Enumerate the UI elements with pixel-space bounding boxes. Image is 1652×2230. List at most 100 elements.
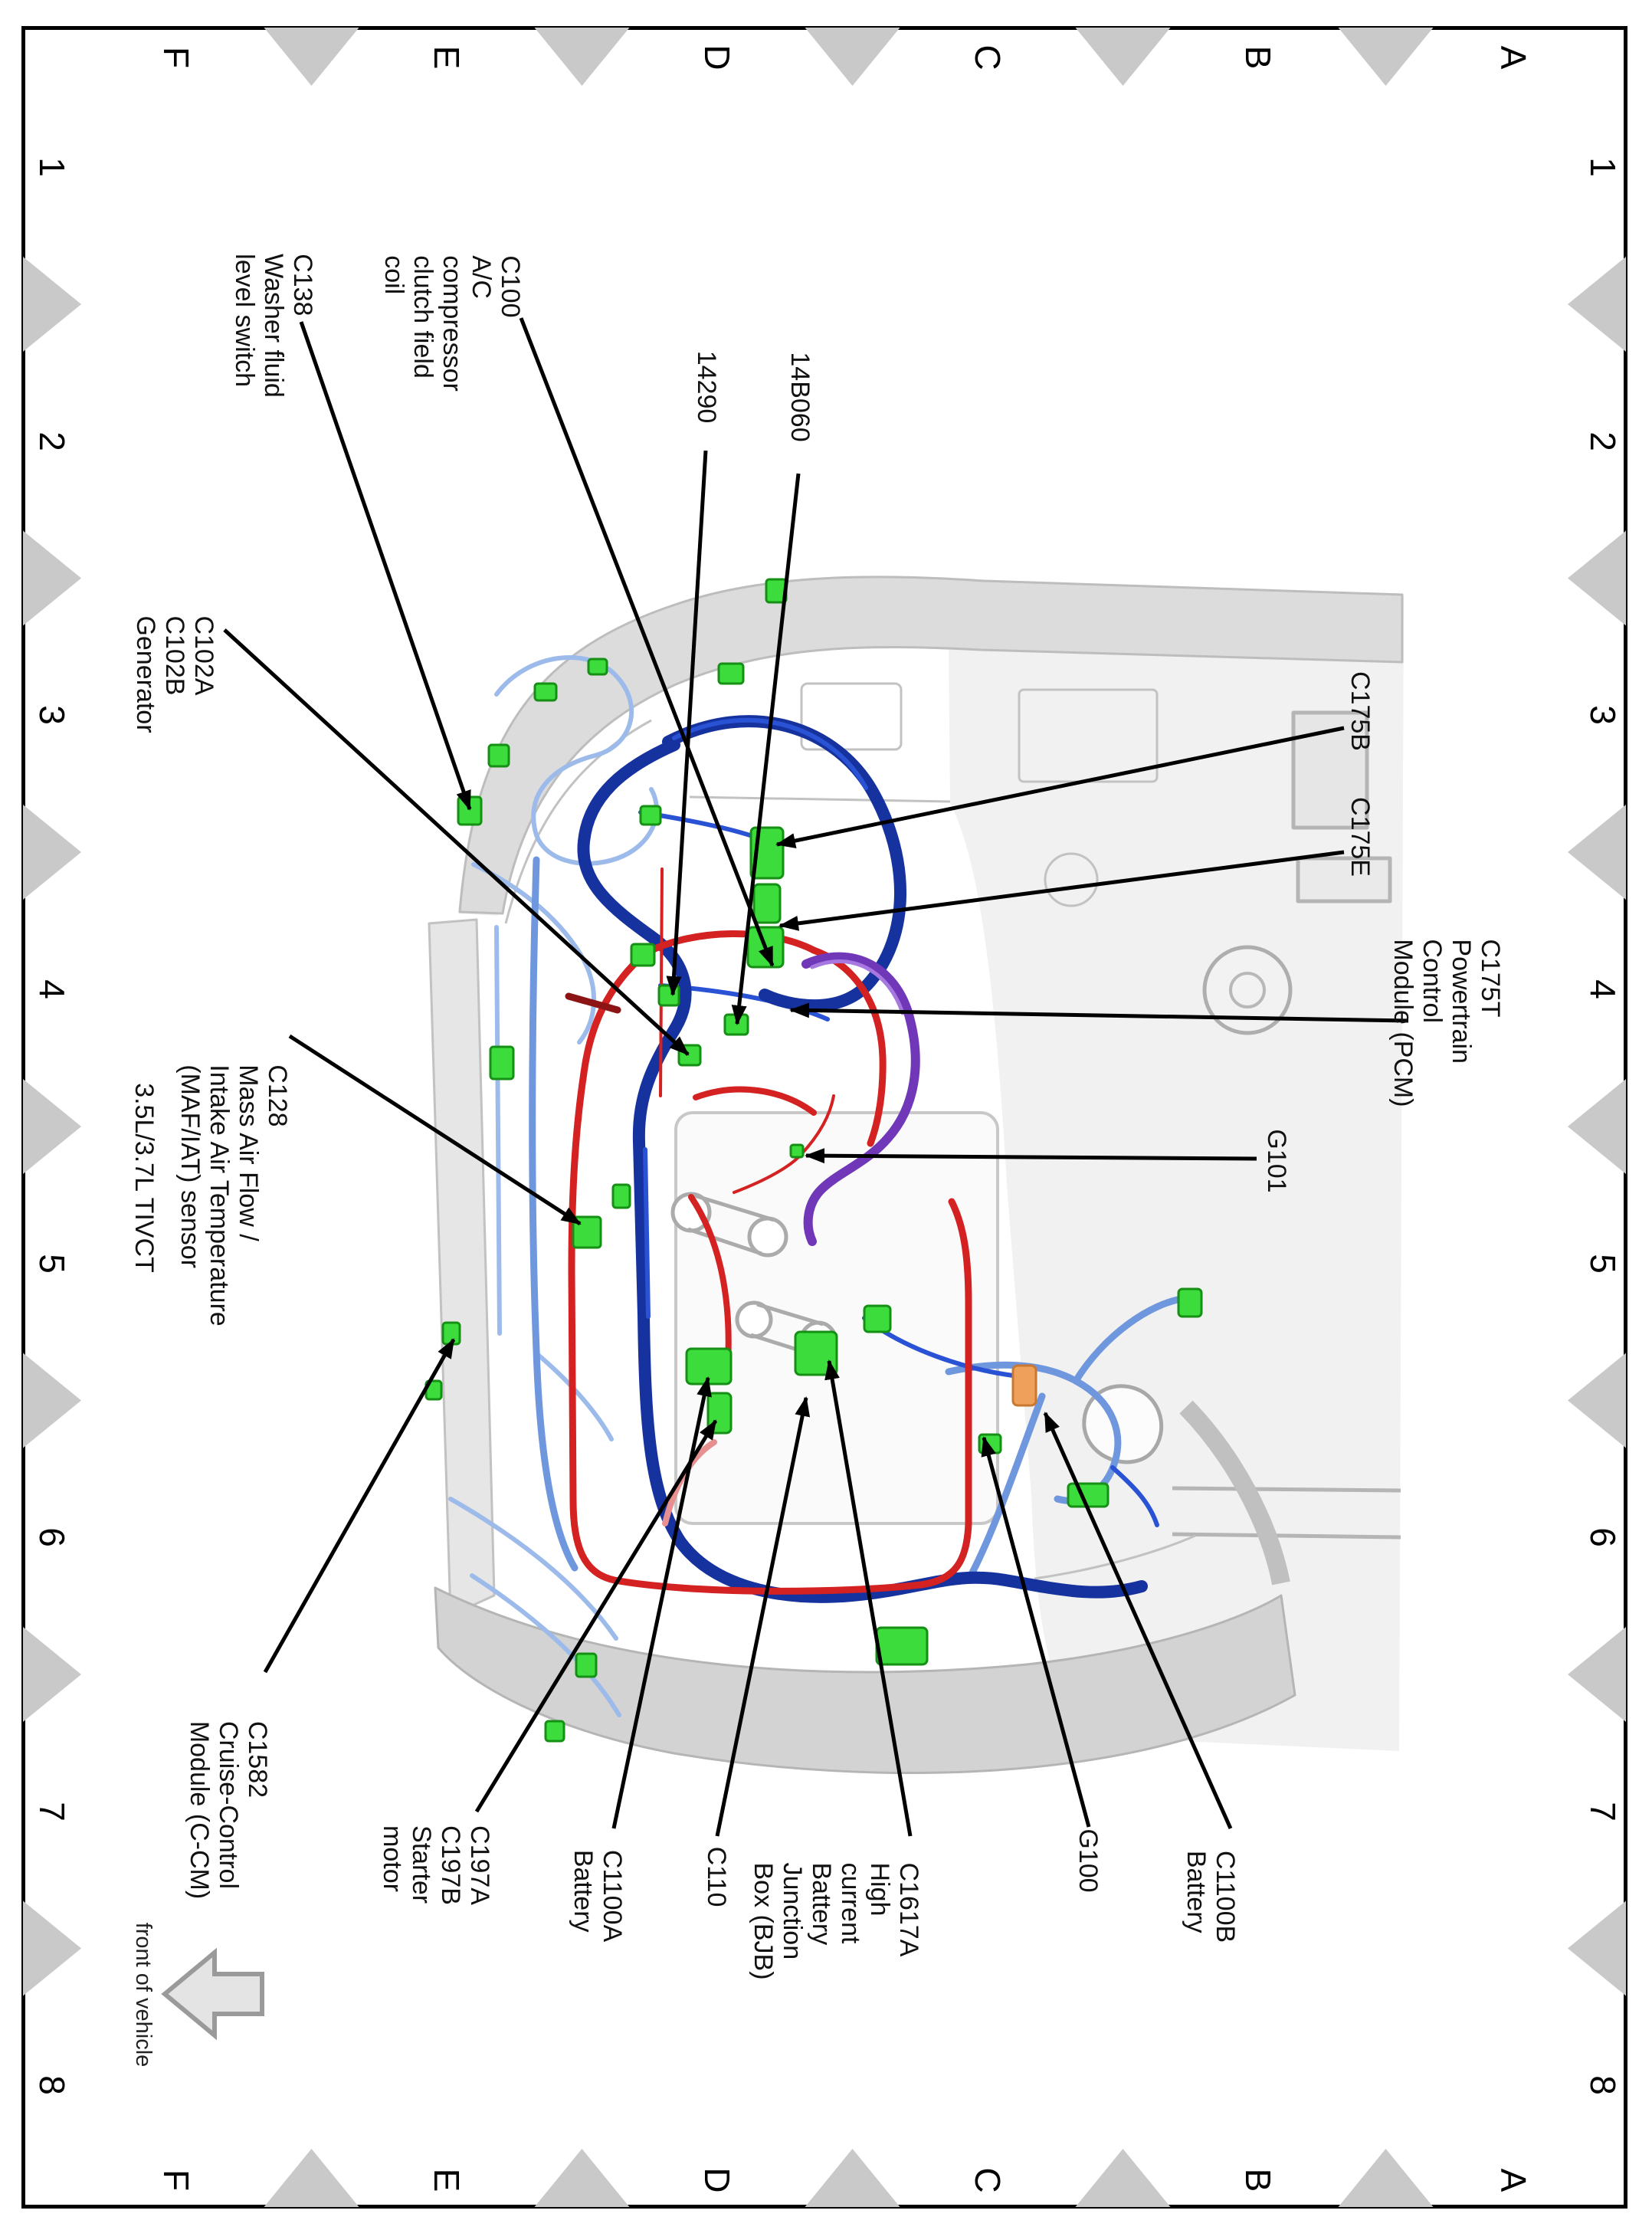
callout-tivct: 3.5L/3.7L TIVCT bbox=[129, 1083, 159, 1273]
callout-g101: G101 bbox=[1262, 1129, 1291, 1192]
grid-triangle-left bbox=[23, 1079, 81, 1174]
left-sill bbox=[428, 918, 496, 1617]
callout-c1617a-line-3: current bbox=[836, 1862, 865, 1944]
grid-letter-bottom-D: D bbox=[697, 2167, 737, 2193]
grid-triangle-top bbox=[264, 28, 359, 86]
front-of-vehicle-label: front of vehicle bbox=[131, 1922, 156, 2068]
leader-c128 bbox=[288, 1034, 582, 1226]
leader-c100 bbox=[519, 317, 775, 967]
callout-c1100b-line-2: Battery bbox=[1182, 1850, 1211, 1933]
connector-g101 bbox=[789, 1143, 805, 1159]
callout-c110: C110 bbox=[702, 1847, 731, 1907]
leader-l14b060 bbox=[731, 473, 801, 1025]
callout-c1100a: C1100A Battery bbox=[569, 1850, 627, 1942]
grid-number-right-5: 5 bbox=[1583, 1254, 1623, 1274]
callout-c1100b-line-1: C1100B bbox=[1211, 1850, 1240, 1943]
harness-navy-highlight bbox=[643, 717, 868, 1319]
callout-c175t-line-2: Powertrain bbox=[1447, 939, 1476, 1064]
connector-c138 bbox=[457, 795, 483, 826]
leader-c102 bbox=[223, 628, 690, 1056]
harness-purple-highlight bbox=[810, 959, 905, 1015]
grid-letter-bottom-A: A bbox=[1493, 2168, 1533, 2192]
grid-number-left-3: 3 bbox=[32, 705, 72, 725]
grid-triangle-right bbox=[1568, 1627, 1626, 1722]
callout-c1100a-line-1: C1100A bbox=[598, 1849, 627, 1943]
leader-g100 bbox=[981, 1436, 1091, 1828]
callout-c1100a-line-2: Battery bbox=[569, 1849, 598, 1933]
callout-c100-line-2: A/C bbox=[467, 255, 496, 299]
callout-g100: G100 bbox=[1073, 1828, 1103, 1892]
callout-g100-line-1: G100 bbox=[1073, 1828, 1103, 1893]
grid-triangle-right bbox=[1568, 257, 1626, 352]
connector-c100 bbox=[630, 943, 656, 967]
callout-c175t-line-1: C175T bbox=[1476, 939, 1505, 1018]
callout-c138: C138 Washer fluid level switch bbox=[230, 254, 317, 398]
callout-c197-line-1: C197A bbox=[465, 1825, 494, 1905]
grid-letter-top-E: E bbox=[427, 45, 467, 70]
callout-l14b060-line-1: 14B060 bbox=[785, 352, 815, 442]
grid-triangle-bottom bbox=[264, 2149, 359, 2207]
callout-c197-line-3: Starter bbox=[407, 1825, 436, 1904]
callout-c175b: C175B bbox=[1346, 671, 1375, 751]
grid-triangle-right bbox=[1568, 1353, 1626, 1448]
connector-g100 bbox=[978, 1433, 1002, 1454]
linkage-arm-1 bbox=[670, 1192, 788, 1258]
callout-c175e-line-1: C175E bbox=[1346, 797, 1375, 877]
leader-c1100b bbox=[1043, 1412, 1233, 1830]
callout-c128: C128 Mass Air Flow / Intake Air Temperatur… bbox=[175, 1064, 292, 1326]
leader-c1100a bbox=[611, 1376, 712, 1829]
grid-triangle-top bbox=[534, 28, 630, 86]
leader-c110 bbox=[715, 1396, 811, 1837]
callout-c1617a-line-4: Battery bbox=[807, 1862, 836, 1946]
callout-tivct-line-1: 3.5L/3.7L TIVCT bbox=[129, 1083, 159, 1273]
grid-letter-bottom-E: E bbox=[427, 2168, 467, 2192]
grid-triangle-bottom bbox=[805, 2149, 900, 2207]
callout-c1582-line-2: Cruise-Control bbox=[214, 1720, 243, 1890]
leader-c138 bbox=[299, 321, 472, 811]
grid-number-left-1: 1 bbox=[32, 157, 72, 177]
callout-c102-line-3: Generator bbox=[131, 615, 160, 733]
callout-c102-line-2: C102B bbox=[160, 615, 189, 696]
callout-c1617a: C1617A High current Battery Junction Box (BJB… bbox=[749, 1862, 923, 1979]
callout-c1582-line-1: C1582 bbox=[243, 1720, 272, 1799]
callout-c128-line-1: C128 bbox=[263, 1064, 292, 1127]
callout-c1617a-line-2: High bbox=[865, 1862, 894, 1917]
callout-c1617a-line-6: Box (BJB) bbox=[749, 1862, 778, 1980]
callout-c100-line-1: C100 bbox=[496, 255, 525, 318]
harness-purple bbox=[801, 952, 920, 1246]
callout-c1100b: C1100B Battery bbox=[1182, 1851, 1240, 1943]
grid-number-right-6: 6 bbox=[1583, 1527, 1623, 1547]
callout-c175b-line-1: C175B bbox=[1346, 671, 1375, 751]
grid-triangle-right bbox=[1568, 1900, 1626, 1996]
grid-letter-top-A: A bbox=[1493, 45, 1533, 70]
hood-edge bbox=[458, 576, 1404, 915]
grid-triangle-left bbox=[23, 1627, 81, 1722]
callout-c102-line-1: C102A bbox=[189, 615, 218, 696]
leader-c175t bbox=[789, 1002, 1409, 1023]
callout-c100-line-3: compressor bbox=[438, 255, 467, 392]
callout-c100-line-4: clutch field bbox=[408, 255, 438, 379]
grid-letter-top-F: F bbox=[156, 46, 196, 69]
callout-c102: C102A C102B Generator bbox=[131, 615, 218, 733]
callout-c175t: C175T Powertrain Control Module (PCM) bbox=[1388, 939, 1505, 1107]
grid-letter-bottom-B: B bbox=[1238, 2168, 1278, 2192]
grid-number-left-7: 7 bbox=[32, 1802, 72, 1822]
callout-c1617a-line-5: Junction bbox=[778, 1862, 807, 1960]
grid-triangle-left bbox=[23, 530, 81, 626]
grid-number-right-7: 7 bbox=[1583, 1802, 1623, 1822]
grid-number-left-4: 4 bbox=[32, 979, 72, 999]
grid-triangle-right bbox=[1568, 530, 1626, 626]
front-of-vehicle-arrow-icon bbox=[161, 1947, 264, 2041]
callout-c1617a-line-1: C1617A bbox=[894, 1862, 923, 1957]
callout-l14290-line-1: 14290 bbox=[692, 350, 721, 424]
leader-c175e bbox=[778, 850, 1345, 931]
connector-orange bbox=[1011, 1364, 1037, 1407]
callout-c175e: C175E bbox=[1346, 797, 1375, 877]
callout-l14b060: 14B060 bbox=[785, 352, 815, 441]
callout-c110-line-1: C110 bbox=[702, 1846, 731, 1907]
grid-triangle-left bbox=[23, 805, 81, 900]
callout-c175t-line-4: Module (PCM) bbox=[1388, 939, 1418, 1107]
grid-number-left-5: 5 bbox=[32, 1254, 72, 1274]
callout-c197-line-2: C197B bbox=[436, 1825, 465, 1905]
callout-c100: C100 A/C compressor clutch field coil bbox=[379, 255, 525, 392]
